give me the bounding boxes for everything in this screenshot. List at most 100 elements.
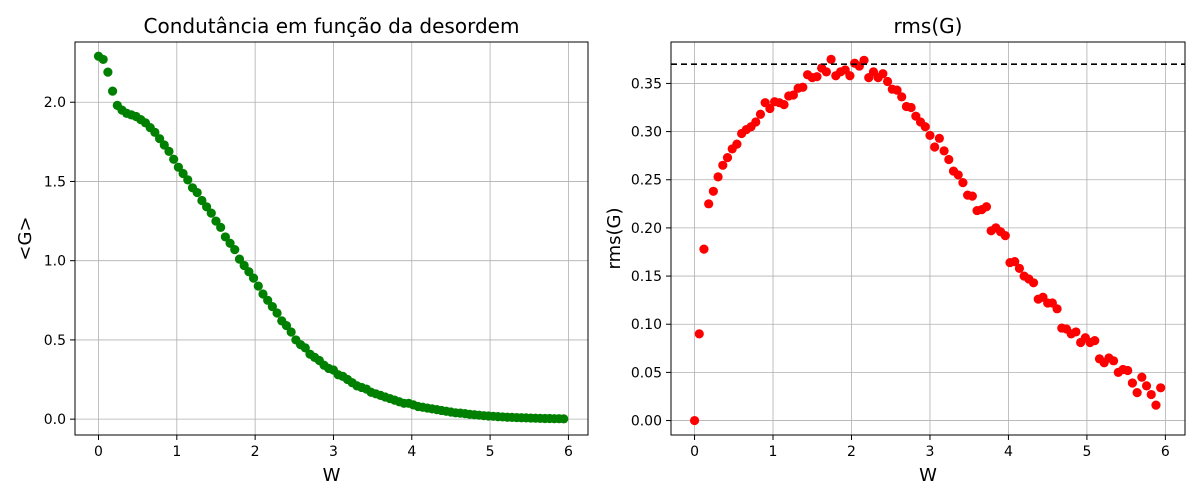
rms-x-tick-label: 4 xyxy=(1004,444,1013,460)
conductance-data-point xyxy=(281,321,292,331)
rms-y-tick-label: 0.35 xyxy=(631,76,662,92)
conductance-data-point xyxy=(216,222,226,233)
rms-data-point xyxy=(779,100,789,110)
conductance-data-point xyxy=(107,86,118,96)
rms-data-point xyxy=(718,160,728,170)
conductance-points xyxy=(93,51,569,424)
rms-data-point xyxy=(882,76,893,87)
rms-panel: 0 1 2 3 4 5 60.000.050.100.150.200.250.300.35 … xyxy=(604,14,1186,486)
rms-data-point xyxy=(1028,278,1039,288)
conductance-data-point xyxy=(159,140,169,150)
rms-y-tick-label: 0.15 xyxy=(631,269,662,285)
conductance-y-tick-label: 1.5 xyxy=(44,174,66,190)
conductance-data-point xyxy=(206,208,216,218)
rms-y-tick-label: 0.05 xyxy=(631,365,662,381)
conductance-ticks: 0 1 2 3 4 5 6 0.0 0.5 1.0 1.5 2.0 xyxy=(44,95,573,460)
rms-data-point xyxy=(713,172,723,182)
conductance-data-point xyxy=(267,302,277,312)
rms-x-axis-label: W xyxy=(919,465,937,486)
conductance-y-axis-label: <G> xyxy=(15,216,36,260)
rms-data-point xyxy=(1000,231,1010,241)
rms-data-point xyxy=(826,54,836,64)
rms-y-tick-label: 0.30 xyxy=(631,125,662,141)
rms-data-point xyxy=(1108,356,1119,366)
conductance-data-point xyxy=(272,308,282,318)
conductance-x-tick-label: 0 xyxy=(94,444,103,460)
rms-data-point xyxy=(821,67,831,77)
rms-data-point xyxy=(944,154,954,165)
rms-data-point xyxy=(751,117,761,127)
conductance-data-point xyxy=(239,260,249,271)
rms-x-tick-label: 5 xyxy=(1082,444,1091,460)
rms-y-tick-label: 0.10 xyxy=(631,317,662,333)
rms-data-point xyxy=(704,199,714,209)
conductance-data-point xyxy=(192,187,202,198)
rms-data-point xyxy=(1137,372,1147,382)
conductance-x-tick-label: 2 xyxy=(251,444,260,460)
conductance-data-point xyxy=(244,267,254,277)
rms-chart-title: rms(G) xyxy=(894,14,963,38)
conductance-data-point xyxy=(197,195,207,206)
rms-x-tick-label: 0 xyxy=(690,444,699,460)
rms-data-point xyxy=(1010,257,1020,267)
rms-data-point xyxy=(1123,365,1133,376)
conductance-y-tick-label: 1.0 xyxy=(44,254,66,270)
conductance-data-point xyxy=(201,202,212,212)
rms-data-point xyxy=(798,82,808,92)
rms-data-point xyxy=(1156,383,1166,393)
rms-data-point xyxy=(958,178,968,188)
conductance-data-point xyxy=(559,414,569,424)
rms-data-point xyxy=(897,92,907,102)
rms-data-point xyxy=(967,191,977,201)
rms-data-point xyxy=(845,71,855,81)
rms-data-point xyxy=(732,139,742,149)
rms-data-point xyxy=(1071,327,1081,337)
rms-y-tick-label: 0.00 xyxy=(631,414,662,430)
rms-data-point xyxy=(708,186,718,196)
conductance-data-point xyxy=(253,281,263,291)
conductance-data-point xyxy=(248,273,259,283)
conductance-y-tick-label: 0.0 xyxy=(44,412,66,428)
conductance-data-point xyxy=(230,244,240,255)
conductance-x-tick-label: 4 xyxy=(407,444,416,460)
conductance-data-point xyxy=(263,295,273,305)
conductance-x-tick-label: 3 xyxy=(329,444,338,460)
conductance-data-point xyxy=(173,162,183,172)
rms-data-point xyxy=(859,55,869,65)
rms-data-point xyxy=(765,103,775,114)
rms-data-point xyxy=(1151,400,1161,410)
conductance-data-point xyxy=(211,216,221,226)
conductance-data-point xyxy=(178,168,188,179)
conductance-data-point xyxy=(164,146,174,156)
rms-data-point xyxy=(1052,304,1062,314)
rms-x-tick-label: 1 xyxy=(769,444,778,460)
rms-data-point xyxy=(981,202,992,212)
rms-data-point xyxy=(812,72,822,82)
conductance-chart-title: Condutância em função da desordem xyxy=(144,14,520,38)
conductance-x-axis-label: W xyxy=(323,465,341,486)
rms-data-point xyxy=(1090,336,1100,346)
rms-data-point xyxy=(788,90,799,100)
rms-data-point xyxy=(930,142,940,152)
rms-data-point xyxy=(755,109,766,119)
rms-data-point xyxy=(878,69,888,79)
conductance-data-point xyxy=(183,175,193,185)
rms-plot-frame xyxy=(670,41,1186,436)
conductance-x-tick-label: 1 xyxy=(172,444,181,460)
conductance-data-point xyxy=(98,54,108,65)
conductance-y-tick-label: 2.0 xyxy=(44,95,66,111)
rms-data-point xyxy=(953,170,963,180)
conductance-data-point xyxy=(234,254,245,264)
rms-points xyxy=(689,54,1166,426)
conductance-data-point xyxy=(103,67,113,77)
rms-data-point xyxy=(1146,389,1156,400)
conductance-x-tick-label: 5 xyxy=(486,444,495,460)
rms-data-point xyxy=(1127,378,1138,388)
rms-data-point xyxy=(694,329,704,339)
rms-data-point xyxy=(906,102,916,113)
conductance-plot-frame xyxy=(74,41,589,436)
rms-data-point xyxy=(689,415,700,426)
conductance-data-point xyxy=(169,154,179,164)
